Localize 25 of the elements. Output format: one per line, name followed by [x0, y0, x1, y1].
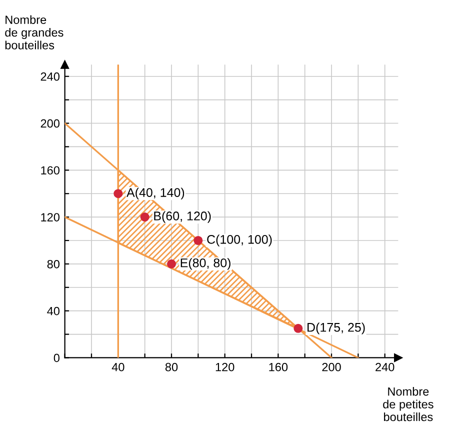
point [140, 212, 150, 222]
x-tick-label: 40 [112, 362, 124, 372]
y-tick-label: 40 [47, 306, 60, 316]
point [294, 324, 303, 333]
y-axis-title: Nombre de grandes bouteilles [5, 15, 64, 50]
annotation: E(80, 80) [180, 258, 230, 270]
annotation: B(60, 120) [154, 211, 211, 223]
x-axis-title: Nombre de petites bouteilles [383, 387, 434, 422]
x-tick-label: 80 [165, 362, 178, 372]
y-tick-label: 0 [54, 354, 60, 362]
y-tick-label: 240 [40, 72, 60, 81]
annotation: D(175, 25) [308, 322, 365, 334]
x-tick-label: 120 [216, 362, 234, 372]
y-tick-label: 120 [41, 213, 60, 222]
point [114, 189, 123, 198]
annotation: A(40, 140) [126, 188, 184, 200]
y-tick-label: 80 [47, 260, 60, 268]
y-tick-label: 160 [41, 166, 60, 175]
annotation: C(100, 100) [207, 234, 272, 246]
point [194, 236, 203, 246]
x-tick-label: 240 [376, 362, 394, 372]
point [166, 259, 176, 268]
y-tick-label: 200 [40, 119, 60, 128]
x-tick-label: 200 [322, 362, 341, 372]
x-tick-label: 160 [269, 362, 288, 372]
